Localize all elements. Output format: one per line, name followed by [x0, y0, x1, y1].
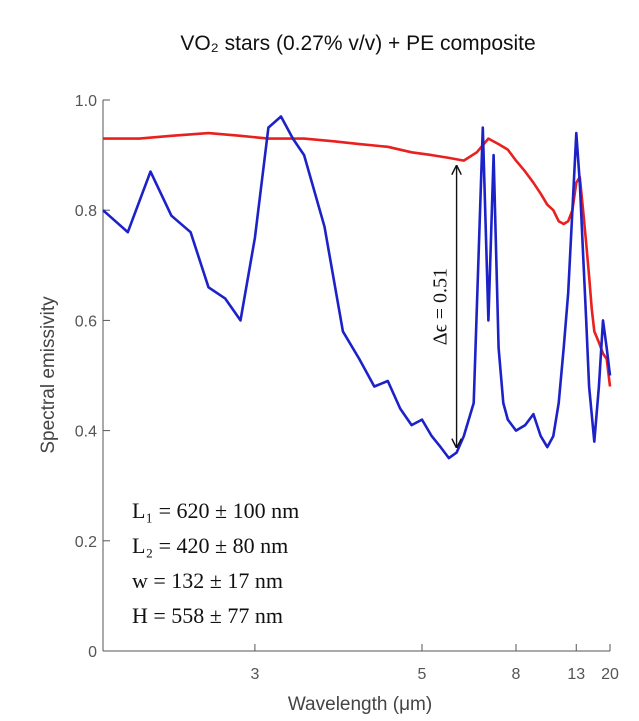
x-tick-label: 13 — [567, 666, 585, 683]
x-tick-label: 20 — [601, 666, 619, 683]
y-tick-label: 0.4 — [75, 424, 97, 441]
x-axis-label: Wavelength (μm) — [288, 694, 432, 715]
y-tick-label: 0 — [88, 644, 97, 661]
parameter-label: L₁ = 620 ± 100 nm — [132, 498, 299, 523]
parameter-label: H = 558 ± 77 nm — [132, 603, 283, 628]
x-tick-label: 5 — [418, 666, 427, 683]
chart-title: VO₂ stars (0.27% v/v) + PE composite — [180, 32, 535, 55]
x-tick-label: 3 — [250, 666, 259, 683]
annotation-layer: Δϵ = 0.51 L₁ = 620 ± 100 nm L₂ = 420 ± 80 … — [132, 166, 457, 628]
parameter-label: w = 132 ± 17 nm — [132, 568, 283, 593]
series-line-2 — [102, 115, 612, 460]
y-tick-label: 0.8 — [75, 203, 97, 220]
y-axis-label: Spectral emissivity — [38, 296, 59, 454]
chart-title-text: VO₂ stars (0.27% v/v) + PE composite — [180, 32, 535, 55]
y-tick-label: 1.0 — [75, 93, 97, 110]
axes: 0 0.2 0.4 0.6 0.8 1.0 3 5 8 13 20 — [75, 93, 619, 683]
x-tick-label: 8 — [512, 666, 521, 683]
series-layer — [102, 115, 612, 460]
delta-label: Δϵ = 0.51 — [430, 268, 452, 345]
y-tick-label: 0.6 — [75, 313, 97, 330]
parameter-label: L₂ = 420 ± 80 nm — [132, 533, 288, 558]
y-tick-label: 0.2 — [75, 534, 97, 551]
series-line-1 — [103, 131, 612, 387]
